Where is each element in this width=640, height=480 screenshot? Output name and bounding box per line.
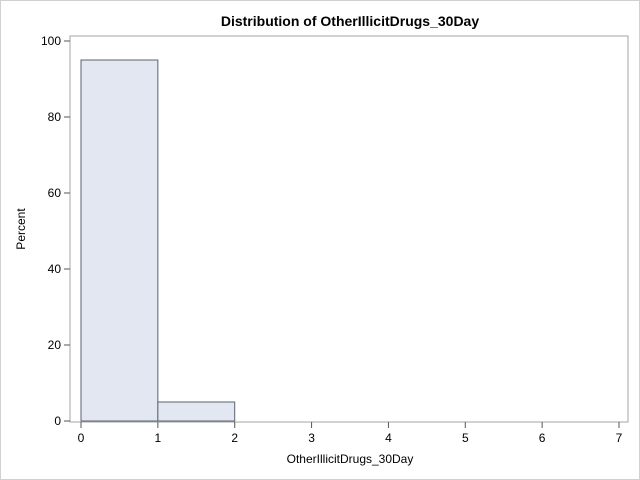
y-tick-label-3: 60 — [48, 186, 62, 200]
chart-title: Distribution of OtherIllicitDrugs_30Day — [221, 13, 479, 29]
y-tick-label-5: 100 — [41, 34, 61, 48]
plot-area — [69, 35, 629, 423]
x-tick-label-0: 0 — [78, 431, 85, 445]
x-tick-label-5: 5 — [462, 431, 469, 445]
y-tick-label-0: 0 — [54, 414, 61, 428]
x-tick-label-2: 2 — [231, 431, 238, 445]
x-tick-label-4: 4 — [385, 431, 392, 445]
x-tick-label-1: 1 — [155, 431, 162, 445]
y-tick-label-2: 40 — [48, 262, 62, 276]
x-tick-label-6: 6 — [539, 431, 546, 445]
histogram-bar-1 — [157, 401, 236, 422]
x-axis: 0 1 2 3 4 5 6 7 — [78, 422, 623, 445]
x-tick-label-3: 3 — [308, 431, 315, 445]
y-tick-label-4: 80 — [48, 110, 62, 124]
y-tick-label-1: 20 — [48, 338, 62, 352]
y-axis-label: Percent — [14, 208, 28, 250]
histogram-bar-0 — [80, 59, 159, 422]
y-axis: 0 20 40 60 80 100 — [41, 34, 70, 428]
x-tick-label-7: 7 — [616, 431, 623, 445]
x-axis-label: OtherIllicitDrugs_30Day — [287, 452, 414, 466]
bars-group — [80, 59, 236, 422]
